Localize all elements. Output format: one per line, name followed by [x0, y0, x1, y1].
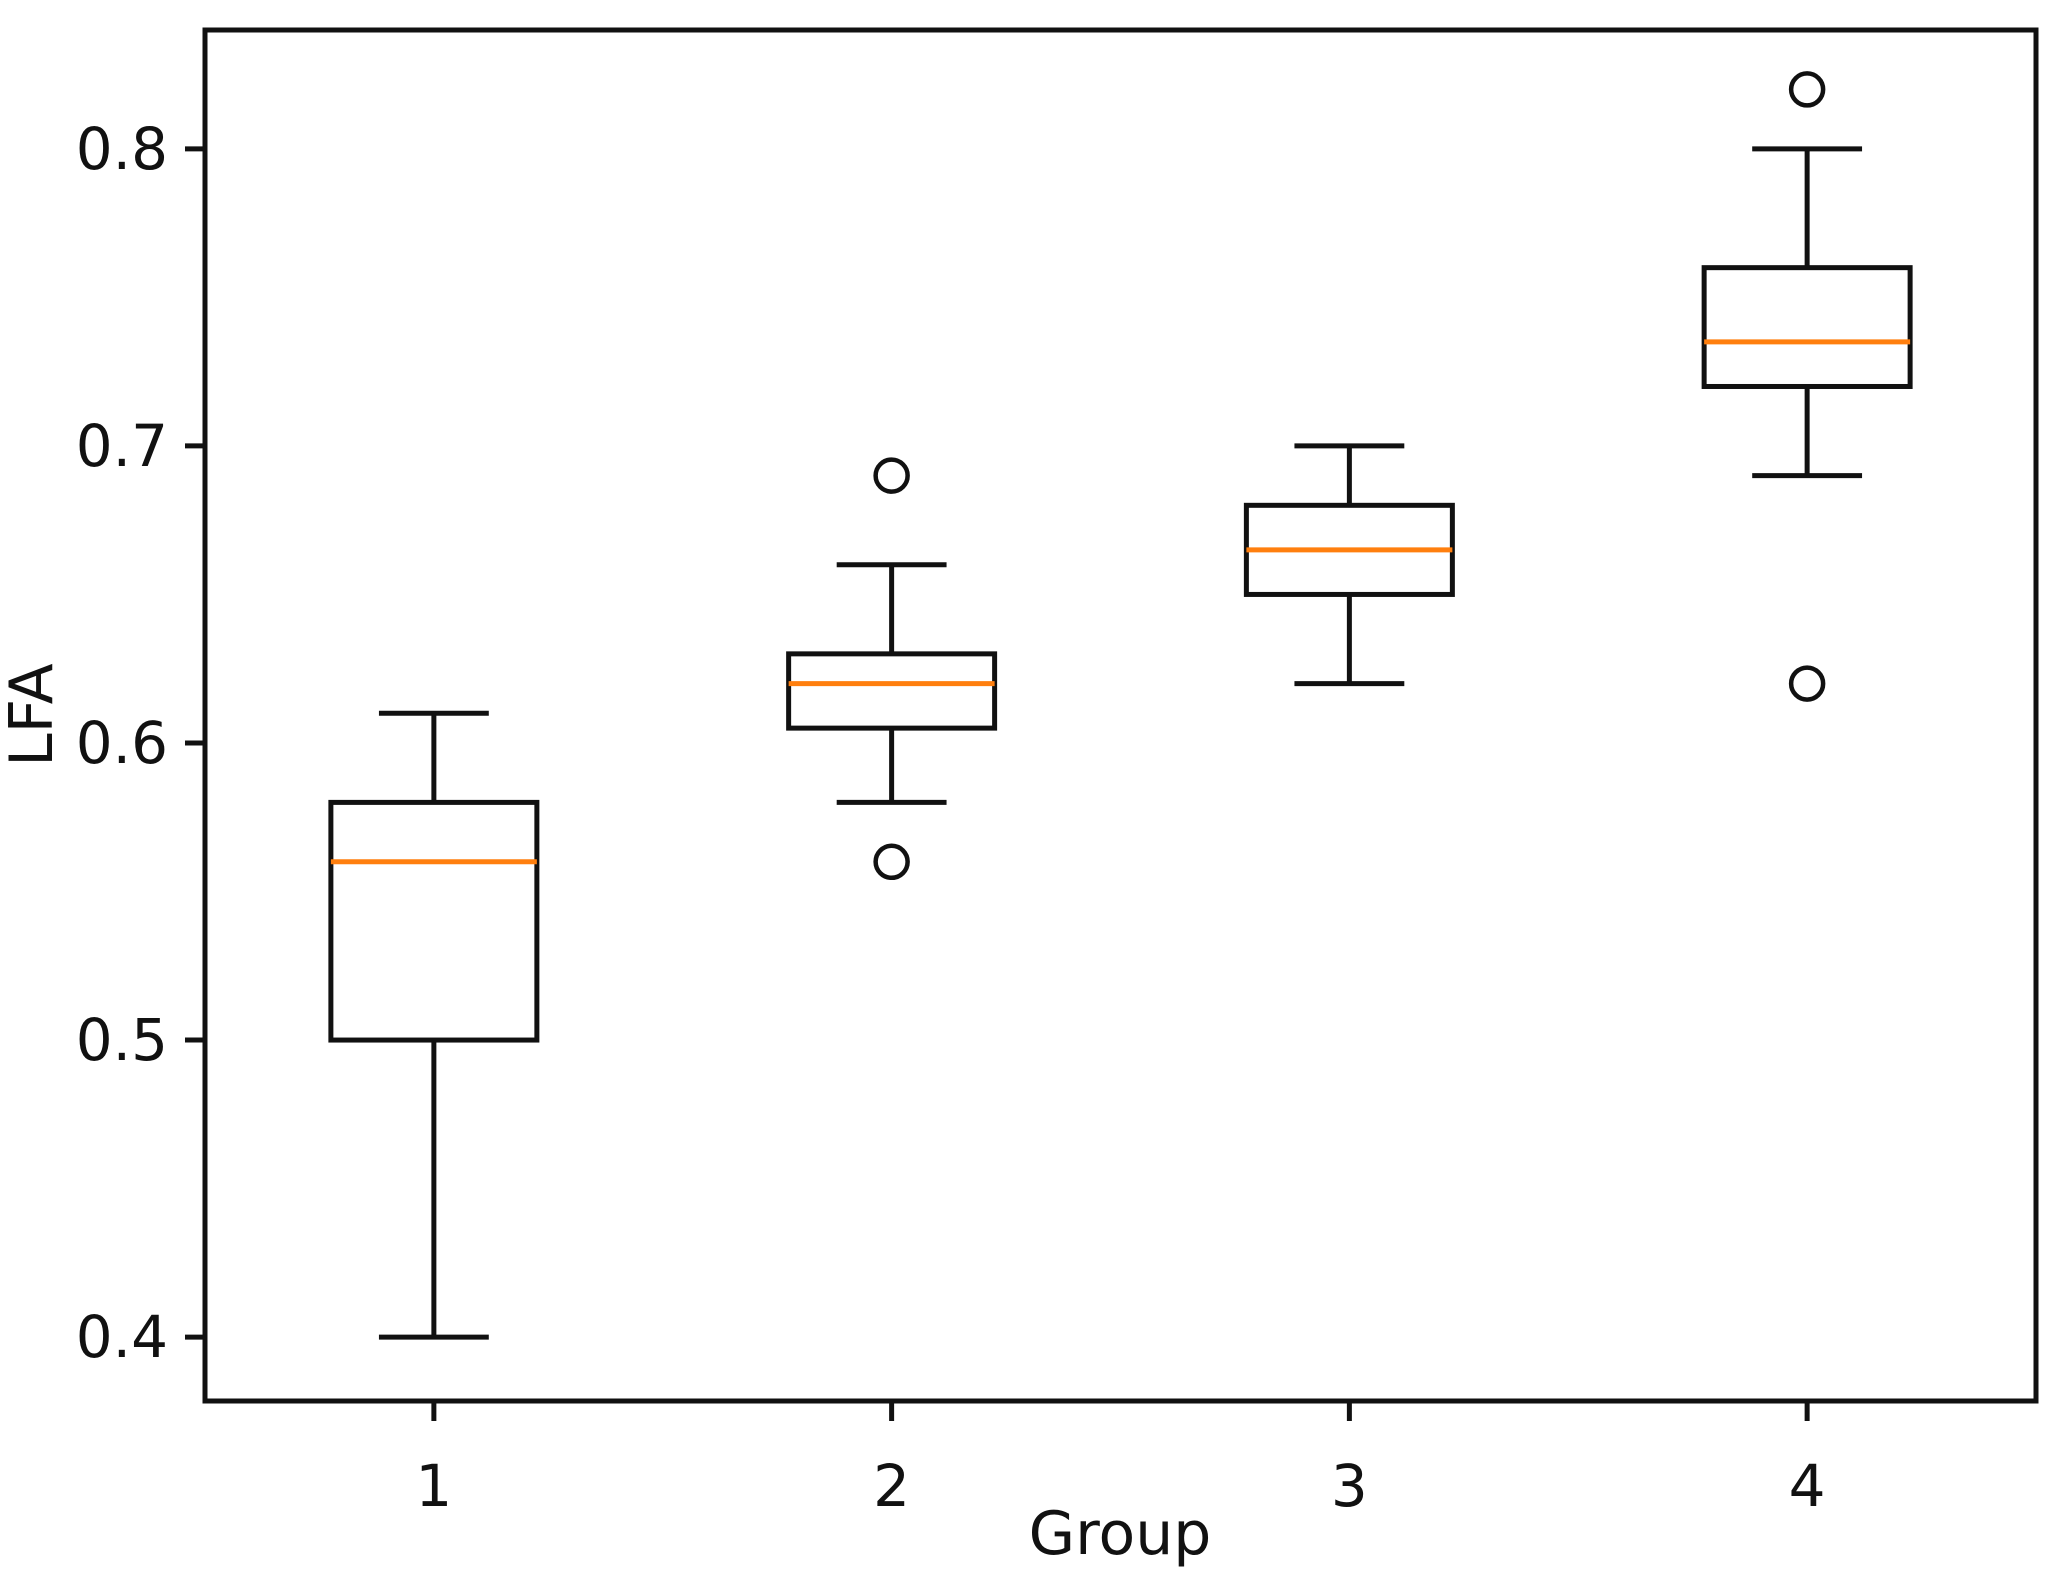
- y-tick-label-0.5: 0.5: [76, 1006, 168, 1074]
- x-tick-label-3: 3: [1331, 1452, 1368, 1520]
- outlier-group-2-at-0.56: [873, 843, 910, 881]
- box-group-4: [1701, 265, 1913, 389]
- outlier-group-4-at-0.62: [1788, 665, 1826, 702]
- box-group-1: [328, 799, 540, 1043]
- y-tick-label-0.4: 0.4: [76, 1303, 168, 1371]
- plot-content: 0.4 0.5 0.6 0.7 0.8 1 2 3 4: [76, 71, 1913, 1520]
- x-axis-title: Group: [1029, 1499, 1212, 1569]
- y-axis-title: LFA: [0, 663, 67, 766]
- x-tick-label-2: 2: [873, 1452, 910, 1520]
- plot-border: [202, 27, 2039, 1404]
- box-group-2: [786, 651, 998, 731]
- x-tick-label-1: 1: [415, 1452, 452, 1520]
- outlier-group-4-at-0.82: [1788, 71, 1826, 108]
- x-tick-label-4: 4: [1789, 1452, 1826, 1520]
- y-tick-label-0.6: 0.6: [76, 709, 168, 777]
- outlier-group-2-at-0.69: [873, 457, 910, 494]
- y-tick-label-0.8: 0.8: [76, 115, 168, 183]
- y-tick-label-0.7: 0.7: [76, 412, 168, 480]
